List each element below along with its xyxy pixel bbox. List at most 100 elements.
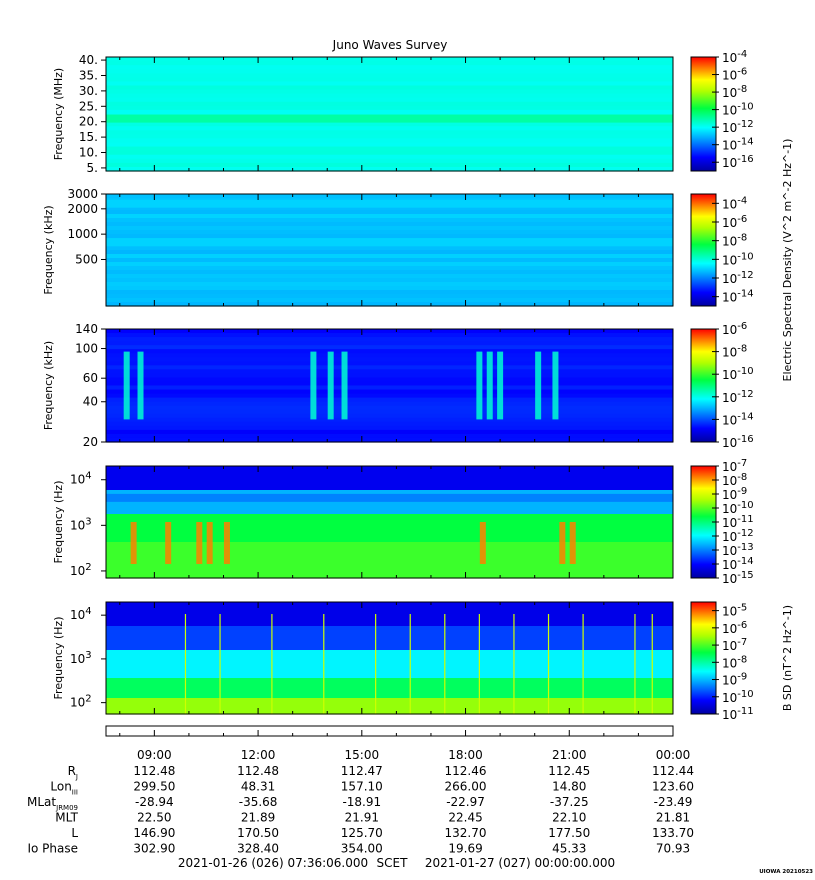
spectrum-row	[106, 218, 673, 223]
ephemeris-value: 170.50	[237, 826, 279, 840]
ephemeris-value: 125.70	[341, 826, 383, 840]
spectrum-row	[106, 333, 673, 338]
colorbar-tick-label: 10-10	[722, 102, 754, 118]
y-tick-label: 103	[70, 650, 92, 666]
colorbar-scale	[690, 193, 717, 307]
colorbar-scale	[690, 328, 717, 443]
spectrum-row	[106, 73, 673, 78]
y-tick-label: 15.	[79, 130, 98, 144]
ephemeris-value: 112.47	[341, 764, 383, 778]
colorbar-tick-label: 10-14	[722, 137, 754, 153]
spectrum-row	[106, 486, 673, 491]
y-axis-label: Frequency (Hz)	[52, 617, 65, 700]
spectrum-row	[106, 194, 673, 199]
spectrum-row	[106, 97, 673, 103]
spectrum-row	[106, 618, 673, 623]
ephemeris-value: 302.90	[133, 842, 175, 856]
colorbar: 10-710-810-910-1010-1110-1210-1310-1410-…	[690, 458, 754, 586]
spectrum-row	[106, 530, 673, 535]
burst-feature	[497, 351, 504, 420]
panel-frame	[105, 56, 674, 172]
spectrum-row	[106, 246, 673, 251]
colorbar-tick-label: 10-10	[722, 500, 754, 516]
ephemeris-value: 146.90	[133, 826, 175, 840]
ephemeris-table: RJ 112.48 112.48 112.47 112.46 112.45 112.44 Lo…	[27, 764, 694, 856]
spectrum-row	[106, 405, 673, 411]
spectrum-row	[106, 345, 673, 350]
spectrum-row	[106, 614, 673, 619]
colorbar-tick-label: 10-8	[722, 233, 747, 249]
colorbar-tick-label: 10-8	[722, 84, 747, 100]
spectrum-row	[106, 690, 673, 695]
spectrum-row	[106, 666, 673, 671]
emission-band	[106, 199, 673, 208]
spectrum-row	[106, 377, 673, 383]
spectrum-row	[106, 290, 673, 295]
burst-feature	[535, 351, 542, 420]
spectrum-row	[106, 610, 673, 615]
spectrum-row	[106, 474, 673, 479]
spectrum-row	[106, 61, 673, 66]
spectrum-row	[106, 694, 673, 699]
ephemeris-row-label: L	[71, 826, 78, 840]
burst-feature	[569, 522, 576, 564]
x-tick-label: 18:00	[448, 748, 483, 762]
colorbar-tick-label: 10-11	[722, 514, 754, 530]
spectrum-row	[106, 166, 673, 172]
burst-feature	[130, 522, 137, 564]
colorbar-tick-label: 10-4	[722, 49, 747, 65]
colorbar-tick-label: 10-4	[722, 195, 747, 211]
ephemeris-value: 22.45	[448, 811, 482, 825]
burst-feature	[310, 351, 317, 420]
spectrum-row	[106, 558, 673, 563]
spectrum-row	[106, 622, 673, 627]
spectrum-row	[106, 234, 673, 239]
spectrum-row	[106, 69, 673, 74]
colorbar-tick-label: 10-7	[722, 637, 747, 653]
colorbar-tick-label: 10-15	[722, 570, 754, 586]
spectrum-row	[106, 506, 673, 511]
colorbar-tick-label: 10-9	[722, 486, 747, 502]
colorbar-label-electric: Electric Spectral Density (V^2 m^-2 Hz^-…	[781, 139, 794, 382]
footer-start-time: 2021-01-26 (026) 07:36:06.000	[178, 856, 368, 870]
spectrum-row	[106, 542, 673, 547]
spectrum-row	[106, 518, 673, 523]
y-axis-label: Frequency (MHz)	[52, 68, 65, 160]
ephemeris-value: 132.70	[445, 826, 487, 840]
y-tick-label: 20.	[79, 115, 98, 129]
colorbar-tick-label: 10-16	[722, 154, 754, 170]
ephemeris-value: -35.68	[239, 795, 278, 809]
spectrum-row	[106, 686, 673, 691]
colorbar-tick-label: 10-12	[722, 389, 754, 405]
y-tick-label: 5.	[87, 161, 98, 175]
spectrogram-panels: 5.10. 15.20. 25.30. 35.40. Frequency (MHz) 50…	[42, 53, 674, 715]
spectrogram-panel: 102 103 104 Frequency (Hz)	[52, 465, 674, 579]
y-tick-label: 103	[70, 516, 92, 532]
spectrum-row	[106, 65, 673, 70]
ephemeris-value: 123.60	[652, 780, 694, 794]
spectrum-row	[106, 662, 673, 667]
spectrum-row	[106, 93, 673, 99]
colorbars: 10-410-610-810-1010-1210-1410-1610-410-6…	[690, 49, 754, 722]
burst-feature	[123, 351, 130, 420]
colorbar: 10-4 10-6 10-8 10-10 10-12 10-14	[690, 193, 754, 307]
colorbar-tick-label: 10-10	[722, 251, 754, 267]
spectrum-row	[106, 710, 673, 715]
spectrum-row	[106, 154, 673, 160]
burst-feature	[559, 522, 566, 564]
spectrum-row	[106, 206, 673, 211]
y-tick-label: 10.	[79, 146, 98, 160]
ephemeris-value: 48.31	[241, 780, 275, 794]
ephemeris-row-label: MLatJRM09	[27, 795, 78, 812]
colorbar-tick-label: 10-12	[722, 528, 754, 544]
x-tick-label: 09:00	[137, 748, 172, 762]
burst-feature	[196, 522, 203, 564]
colorbar-tick-label: 10-16	[722, 434, 754, 450]
colorbar-tick-label: 10-8	[722, 654, 747, 670]
chart-title: Juno Waves Survey	[332, 38, 448, 52]
spectrum-row	[106, 554, 673, 559]
x-tick-label: 15:00	[345, 748, 380, 762]
spectrum-row	[106, 126, 673, 131]
